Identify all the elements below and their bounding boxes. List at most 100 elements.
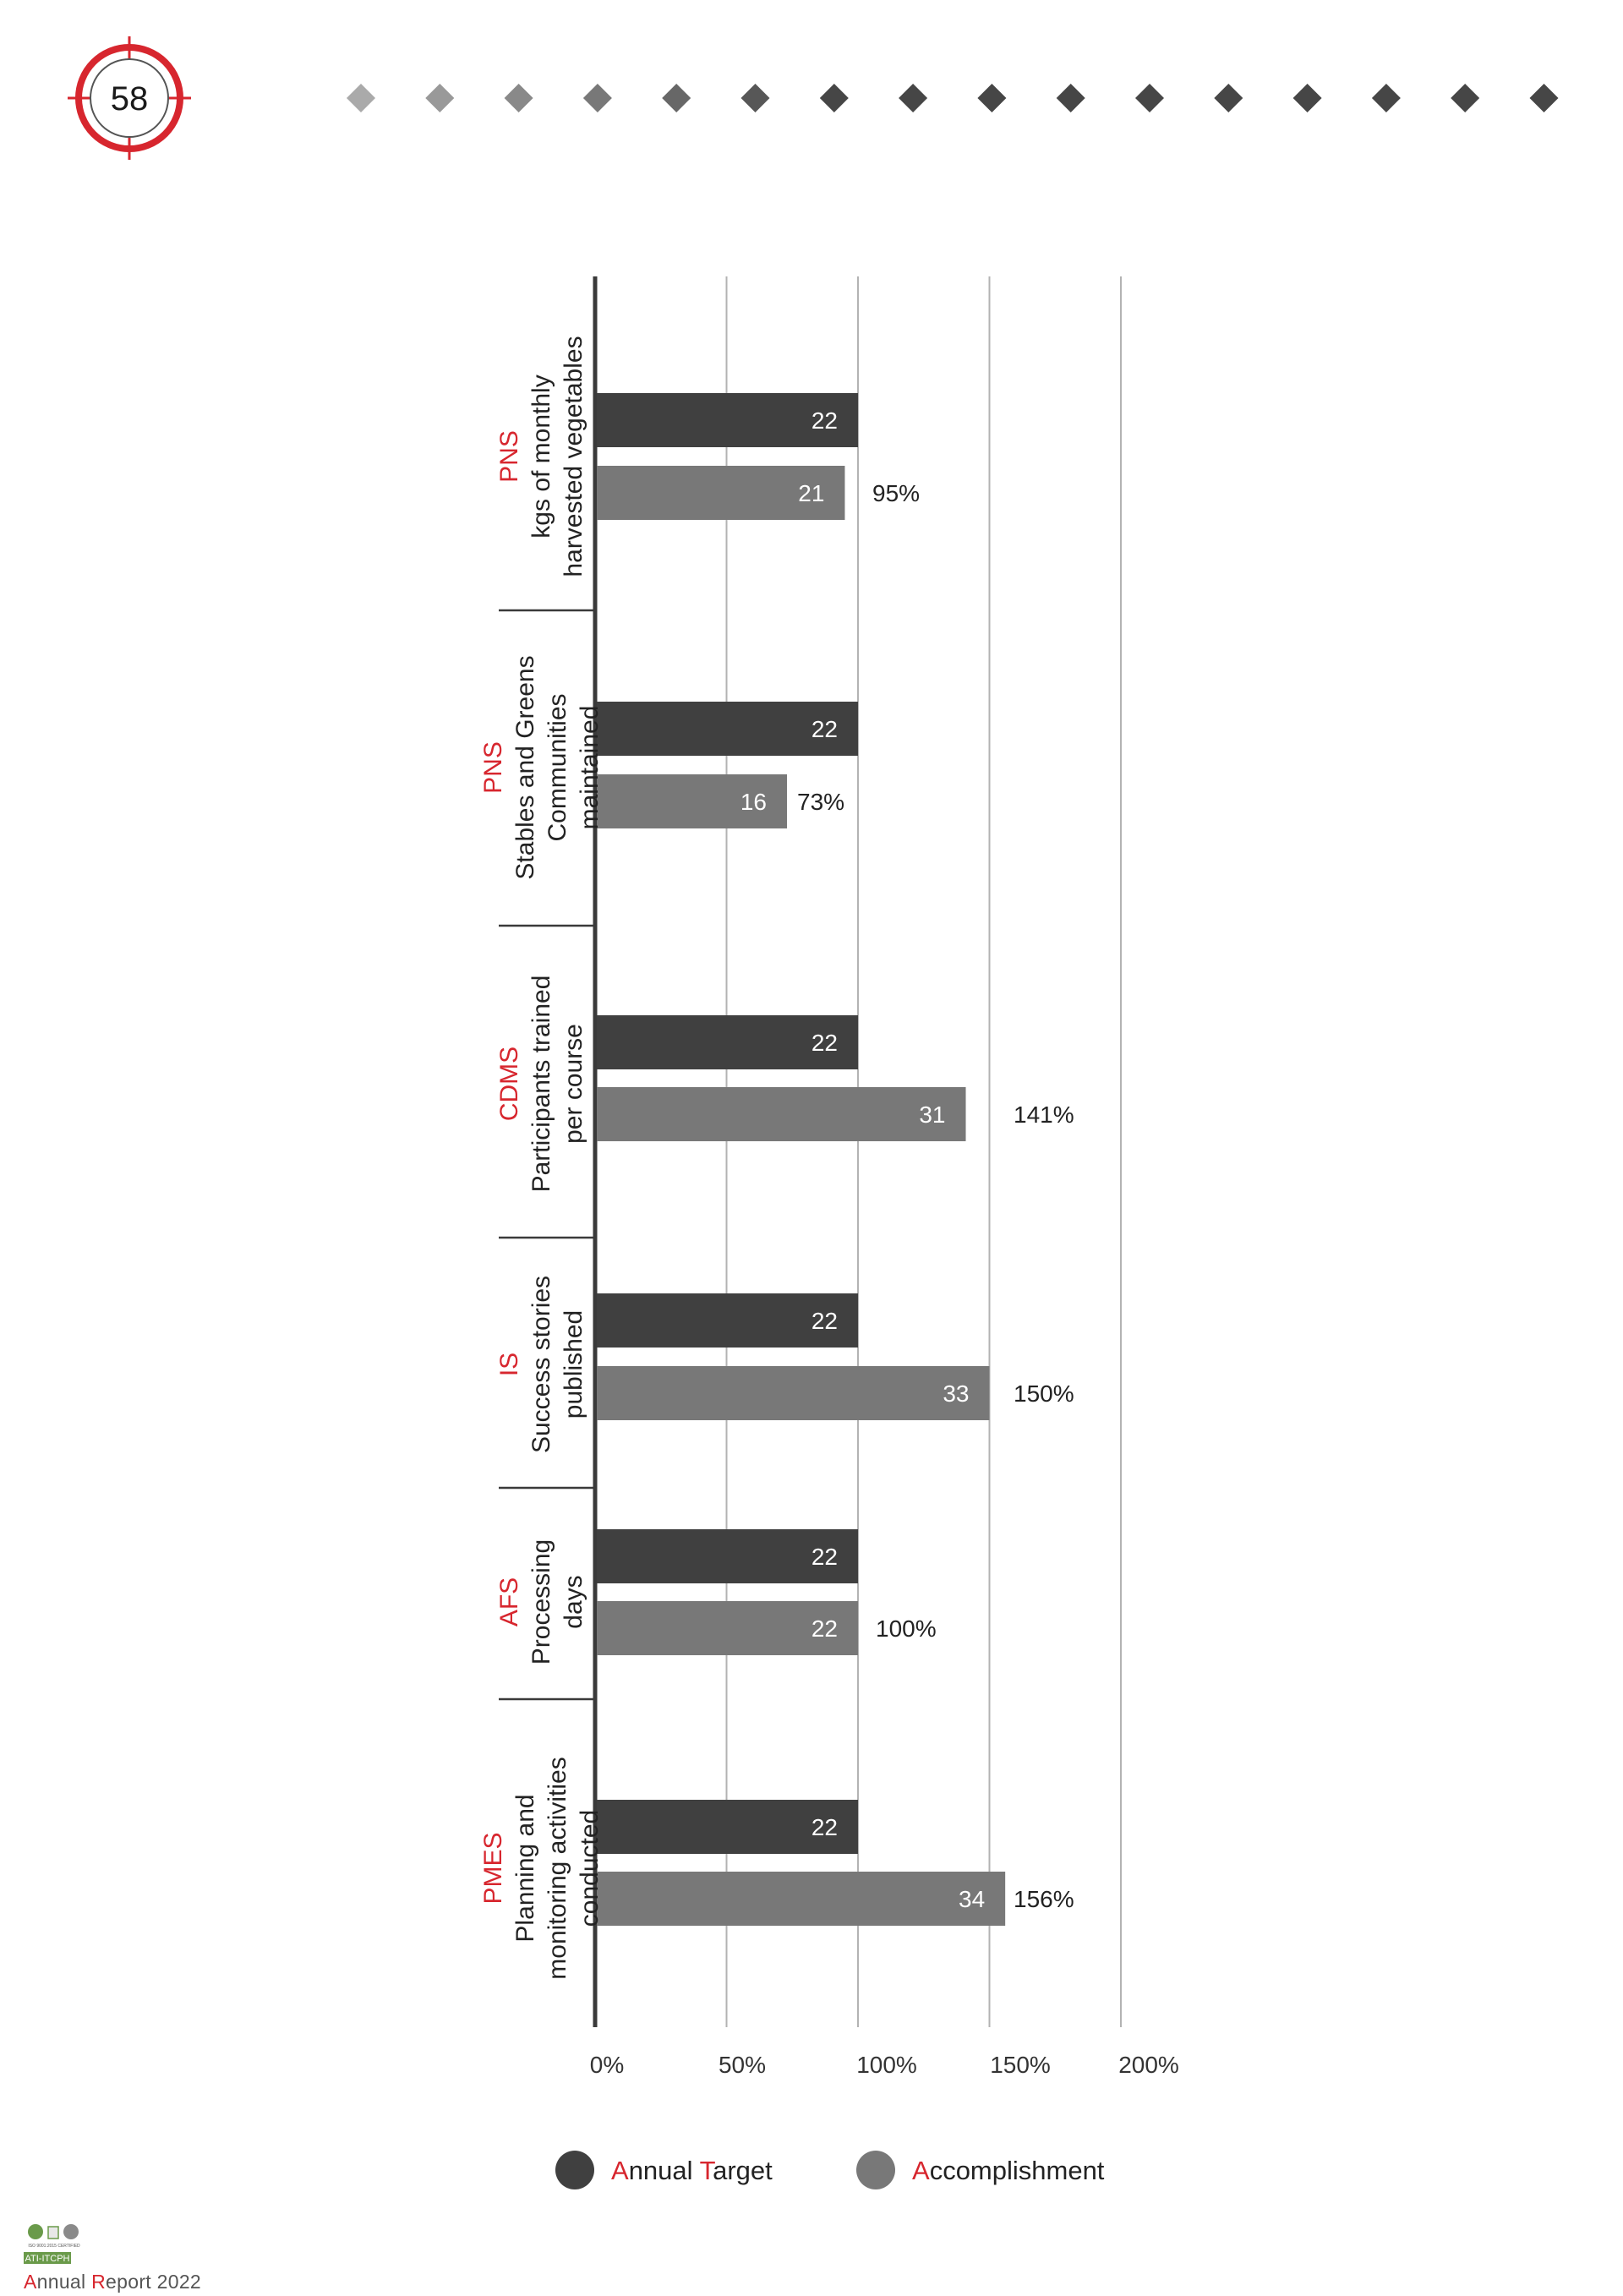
diamond-icon	[347, 84, 375, 112]
category-name-line: days	[560, 1575, 587, 1628]
page-number: 58	[111, 80, 149, 118]
grid-layer	[499, 276, 1122, 2027]
category-name-line: kgs of monthly	[527, 374, 555, 538]
diamond-icon	[1451, 84, 1480, 112]
accomplishment-value-label: 31	[919, 1102, 945, 1128]
category-name-line: conducted	[576, 1810, 604, 1927]
category-name-line: per course	[560, 1024, 587, 1144]
category-code: PNS	[495, 430, 523, 483]
category-code: PNS	[479, 741, 507, 794]
category-label: PNS kgs of monthly harvested vegetables	[495, 336, 587, 577]
legend: Annual Target Accomplishment	[555, 2151, 1105, 2189]
category-label: AFS Processing days	[495, 1539, 587, 1665]
category-name-line: published	[560, 1310, 587, 1419]
diamond-icon	[1135, 84, 1164, 112]
legend-initial: A	[912, 2156, 930, 2185]
category-name-line: maintained	[576, 706, 604, 830]
diamond-icon	[662, 84, 691, 112]
diamond-icon	[1056, 84, 1085, 112]
category-label: PMES Planning and monitoring activities con…	[479, 1757, 604, 1979]
x-tick-label: 200%	[1118, 2052, 1179, 2078]
legend-text: nnual	[629, 2156, 700, 2185]
category-code: IS	[495, 1353, 523, 1376]
category-code: PMES	[479, 1832, 507, 1904]
annual-target-bar	[597, 393, 858, 447]
annual-target-value-label: 22	[812, 1544, 838, 1570]
diamond-icon	[504, 84, 533, 112]
accomplishment-bar	[597, 1087, 966, 1141]
category-label: CDMS Participants trained per course	[495, 976, 587, 1193]
category-label: PNS Stables and Greens Communities maintain…	[479, 655, 604, 879]
bars-layer	[597, 393, 1006, 1926]
category-code: CDMS	[495, 1047, 523, 1121]
category-name-line: monitoring activities	[544, 1757, 571, 1979]
accomplishment-bar	[597, 466, 845, 520]
legend-swatch-icon	[856, 2151, 895, 2189]
category-name-line: Communities	[544, 693, 571, 841]
annual-target-bar	[597, 702, 858, 756]
accomplishment-percent-label: 73%	[797, 789, 844, 815]
accomplishment-bar	[597, 1366, 990, 1420]
footer-report-title: Annual Report 2022	[24, 2271, 201, 2293]
accomplishment-percent-label: 100%	[876, 1615, 937, 1642]
x-tick-label: 100%	[856, 2052, 917, 2078]
accomplishment-value-label: 21	[798, 480, 824, 506]
annual-target-value-label: 22	[812, 1030, 838, 1056]
diamond-icon	[899, 84, 928, 112]
diamond-icon	[582, 84, 612, 112]
page-number-badge: 58	[68, 36, 191, 160]
footer-word-nnual: nnual	[36, 2271, 92, 2293]
diamond-icon	[1529, 84, 1559, 112]
footer-initial-r: R	[91, 2271, 107, 2293]
annual-target-value-label: 22	[812, 1814, 838, 1840]
legend-label: Annual Target	[611, 2156, 773, 2185]
diamond-icon	[1371, 84, 1401, 112]
category-name-line: harvested vegetables	[560, 336, 587, 577]
legend-swatch-icon	[555, 2151, 594, 2189]
legend-initial: A	[611, 2156, 629, 2185]
annual-target-bar	[597, 1529, 858, 1583]
accomplishment-bar	[597, 774, 788, 828]
annual-target-value-label: 22	[812, 1308, 838, 1334]
diamond-icon	[425, 84, 455, 112]
annual-target-value-label: 22	[812, 716, 838, 742]
accomplishment-percent-label: 150%	[1014, 1380, 1074, 1407]
category-name-line: Success stories	[527, 1276, 555, 1453]
legend-text: arget	[713, 2156, 773, 2185]
diamond-icon	[1292, 84, 1322, 112]
annual-target-bar	[597, 1800, 858, 1854]
category-name-line: Processing	[527, 1539, 555, 1665]
category-code: AFS	[495, 1577, 523, 1626]
legend-label: Accomplishment	[912, 2156, 1105, 2185]
accomplishment-percent-label: 141%	[1014, 1102, 1074, 1128]
accomplishment-value-label: 34	[959, 1886, 985, 1912]
x-tick-label: 150%	[990, 2052, 1051, 2078]
accomplishment-percent-label: 95%	[872, 480, 920, 506]
annual-target-bar	[597, 1293, 858, 1348]
footer-initial-a: A	[24, 2271, 37, 2293]
ati-itcph-logo: ISO 9001:2015 CERTIFIED ATI-ITCPH	[24, 2224, 80, 2264]
accomplishment-bar	[597, 1601, 858, 1655]
logo-cert-text: ISO 9001:2015 CERTIFIED	[28, 2244, 80, 2249]
annual-target-bar	[597, 1015, 858, 1069]
accomplishment-value-label: 16	[740, 789, 767, 815]
category-name-line: Planning and	[511, 1794, 539, 1942]
accomplishment-percent-label: 156%	[1014, 1886, 1074, 1912]
labels-layer: 0% 50% 100% 150% 200% 22 21 95% 22 16 73% 22 31 141% 2…	[479, 336, 1179, 2078]
accomplishment-value-label: 33	[943, 1380, 969, 1407]
category-name-line: Stables and Greens	[511, 655, 539, 879]
diamond-row	[347, 84, 1559, 112]
category-label: IS Success stories published	[495, 1276, 587, 1453]
accomplishment-bar	[597, 1872, 1006, 1926]
legend-text: ccomplishment	[930, 2156, 1105, 2185]
x-tick-label: 50%	[719, 2052, 766, 2078]
diamond-icon	[977, 84, 1007, 112]
category-name-line: Participants trained	[527, 976, 555, 1193]
logo-text: ATI-ITCPH	[25, 2254, 70, 2264]
accomplishment-value-label: 22	[812, 1615, 838, 1642]
diamond-icon	[740, 84, 770, 112]
diamond-icon	[819, 84, 849, 112]
diamond-icon	[1214, 84, 1243, 112]
x-tick-label: 0%	[590, 2052, 624, 2078]
